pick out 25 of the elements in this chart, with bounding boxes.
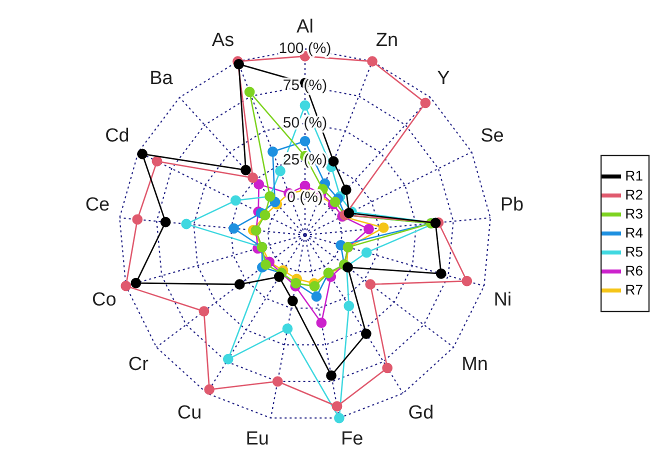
legend-label: R6 xyxy=(625,262,644,278)
legend-label: R3 xyxy=(625,205,644,222)
spoke-label: Zn xyxy=(376,30,398,51)
legend-label: R7 xyxy=(625,281,644,298)
spoke-label: Mn xyxy=(462,354,488,375)
spoke-label: Ce xyxy=(85,194,110,216)
spoke-label: Eu xyxy=(246,428,269,450)
spoke-label: As xyxy=(212,30,234,51)
legend-label: R5 xyxy=(625,243,644,260)
legend-label: R4 xyxy=(625,224,644,240)
spoke-label: Ni xyxy=(494,289,512,310)
legend-label: R2 xyxy=(625,186,644,202)
legend-label: R1 xyxy=(625,167,644,184)
spoke-label: Gd xyxy=(408,402,434,424)
spoke-label: Fe xyxy=(341,428,364,450)
spoke-label: Cr xyxy=(128,354,150,375)
spoke-label: Cu xyxy=(177,402,202,424)
spoke-label: Ba xyxy=(150,68,174,89)
y-tick-label: 100 (%) xyxy=(278,40,332,57)
spoke-label: Pb xyxy=(500,194,524,216)
spoke-label: Cd xyxy=(105,125,130,146)
spoke-label: Y xyxy=(437,68,450,89)
spoke-label: Se xyxy=(480,125,504,146)
spoke-label: Co xyxy=(92,289,116,310)
spoke-label: Al xyxy=(296,16,314,38)
